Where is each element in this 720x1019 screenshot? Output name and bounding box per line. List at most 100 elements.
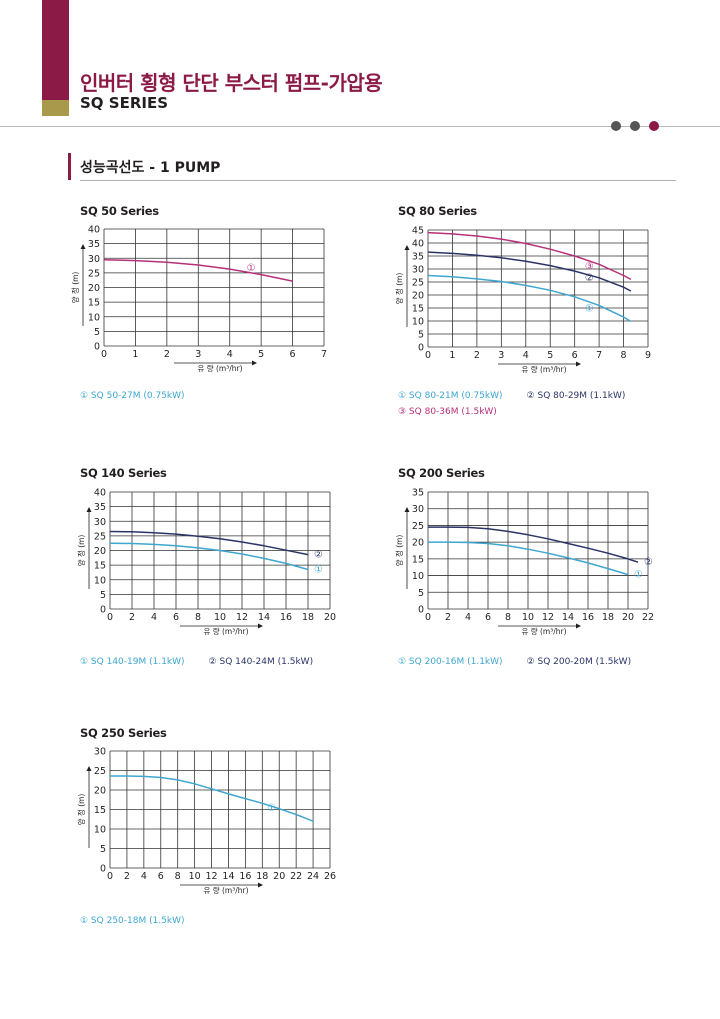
x-axis-arrow-head (576, 361, 581, 367)
y-tick-label: 30 (412, 504, 424, 515)
x-tick-label: 18 (602, 612, 614, 623)
y-tick-label: 35 (412, 252, 424, 263)
section-marker (68, 153, 71, 180)
chart-legend: ① SQ 50-27M (0.75kW) (80, 391, 209, 407)
x-tick-label: 2 (474, 350, 480, 361)
y-tick-label: 5 (418, 330, 424, 341)
x-tick-label: 7 (596, 350, 602, 361)
y-tick-label: 20 (94, 546, 106, 557)
y-tick-label: 30 (88, 254, 100, 265)
x-tick-label: 1 (449, 350, 455, 361)
x-tick-label: 0 (101, 349, 107, 360)
x-tick-label: 16 (280, 612, 292, 623)
x-tick-label: 10 (214, 612, 226, 623)
y-tick-label: 40 (94, 488, 106, 499)
chart-legend: ① SQ 250-18M (1.5kW) (80, 916, 209, 932)
y-tick-label: 45 (412, 226, 424, 237)
x-tick-label: 1 (132, 349, 138, 360)
x-tick-label: 12 (205, 871, 217, 882)
y-axis-label: 양 정 (m) (394, 535, 404, 567)
y-tick-label: 30 (94, 517, 106, 528)
series-line (103, 258, 293, 282)
y-tick-label: 30 (412, 265, 424, 276)
page-subtitle: SQ SERIES (80, 94, 169, 112)
y-tick-label: 10 (94, 825, 106, 836)
x-tick-label: 16 (582, 612, 594, 623)
series-line (109, 530, 309, 556)
y-tick-label: 0 (100, 864, 106, 875)
page-dot-2 (630, 121, 640, 131)
section-title: 성능곡선도 - 1 PUMP (80, 160, 221, 176)
legend-entry: ① SQ 80-21M (0.75kW) (398, 391, 503, 401)
x-axis-label: 유 량 (m³/hr) (521, 365, 566, 374)
x-tick-label: 0 (425, 350, 431, 361)
series-line (427, 251, 632, 292)
y-tick-label: 20 (88, 283, 100, 294)
x-tick-label: 4 (151, 612, 157, 623)
series-label: ② (644, 557, 653, 568)
y-tick-label: 5 (94, 327, 100, 338)
y-tick-label: 15 (412, 554, 424, 565)
chart-legend: ① SQ 80-21M (0.75kW) ② SQ 80-29M (1.1kW) ③… (398, 391, 649, 423)
y-tick-label: 0 (418, 343, 424, 354)
y-tick-label: 20 (94, 786, 106, 797)
x-tick-label: 4 (141, 871, 147, 882)
x-tick-label: 12 (236, 612, 248, 623)
x-tick-label: 12 (542, 612, 554, 623)
y-tick-label: 5 (418, 588, 424, 599)
x-tick-label: 10 (522, 612, 534, 623)
y-tick-label: 5 (100, 590, 106, 601)
y-axis-arrow-head (86, 507, 92, 512)
x-tick-label: 26 (324, 871, 336, 882)
series-line (109, 542, 309, 571)
y-tick-label: 10 (88, 312, 100, 323)
y-tick-label: 10 (412, 571, 424, 582)
series-label: ① (267, 803, 276, 814)
series-label: ① (585, 304, 594, 315)
y-tick-label: 15 (94, 561, 106, 572)
x-tick-label: 20 (273, 871, 285, 882)
x-tick-label: 8 (195, 612, 201, 623)
x-tick-label: 0 (107, 612, 113, 623)
x-axis-arrow-head (258, 623, 263, 629)
x-tick-label: 22 (290, 871, 302, 882)
y-tick-label: 30 (94, 747, 106, 758)
x-tick-label: 5 (547, 350, 553, 361)
x-tick-label: 14 (222, 871, 234, 882)
x-tick-label: 5 (258, 349, 264, 360)
x-tick-label: 6 (572, 350, 578, 361)
x-tick-label: 22 (642, 612, 654, 623)
x-axis-arrow-head (252, 360, 257, 366)
x-tick-label: 2 (129, 612, 135, 623)
brand-bar-bottom (42, 100, 69, 116)
legend-entry: ① SQ 50-27M (0.75kW) (80, 391, 185, 401)
legend-entry: ① SQ 140-19M (1.1kW) (80, 657, 185, 667)
x-tick-label: 4 (465, 612, 471, 623)
y-axis-arrow-head (86, 766, 92, 771)
y-tick-label: 0 (100, 605, 106, 616)
series-line (427, 274, 632, 323)
x-tick-label: 4 (523, 350, 529, 361)
y-tick-label: 15 (94, 805, 106, 816)
x-tick-label: 0 (107, 871, 113, 882)
series-label: ① (247, 263, 256, 274)
y-axis-label: 양 정 (m) (394, 273, 404, 305)
x-axis-arrow-head (576, 623, 581, 629)
y-tick-label: 0 (418, 605, 424, 616)
series-label: ③ (585, 261, 594, 272)
x-tick-label: 20 (324, 612, 336, 623)
x-tick-label: 2 (445, 612, 451, 623)
chart-title: SQ 250 Series (80, 726, 167, 740)
x-axis-label: 유 량 (m³/hr) (521, 627, 566, 636)
y-tick-label: 15 (88, 298, 100, 309)
x-tick-label: 18 (302, 612, 314, 623)
x-tick-label: 10 (189, 871, 201, 882)
x-tick-label: 6 (290, 349, 296, 360)
x-tick-label: 14 (258, 612, 270, 623)
y-tick-label: 25 (94, 531, 106, 542)
y-tick-label: 35 (412, 488, 424, 499)
y-axis-arrow-head (80, 244, 86, 249)
section-divider (80, 180, 676, 181)
x-tick-label: 2 (164, 349, 170, 360)
